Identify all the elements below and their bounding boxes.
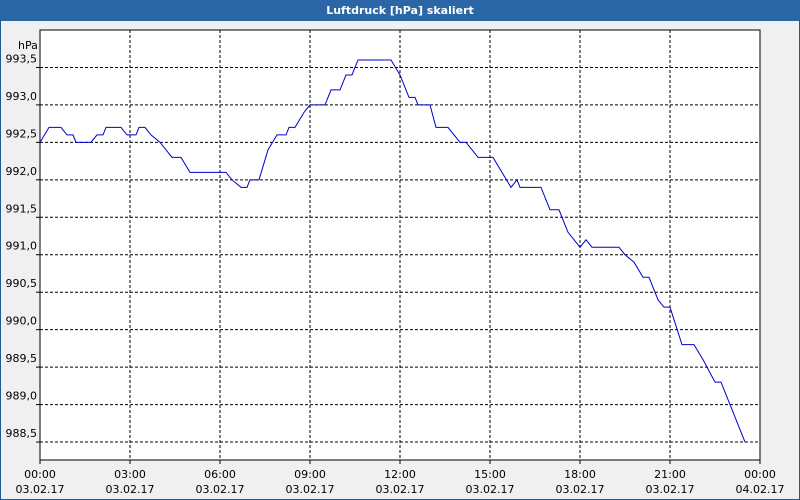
- x-tick-label: 15:00: [474, 468, 506, 481]
- x-tick-date: 04.02.17: [736, 483, 785, 496]
- y-tick-label: 991,5: [6, 202, 38, 215]
- x-tick-label: 00:00: [24, 468, 56, 481]
- y-tick-label: 993,5: [6, 52, 38, 65]
- x-tick-label: 00:00: [744, 468, 776, 481]
- x-tick-date: 03.02.17: [466, 483, 515, 496]
- x-tick-date: 03.02.17: [556, 483, 605, 496]
- x-tick-date: 03.02.17: [16, 483, 65, 496]
- x-tick-label: 09:00: [294, 468, 326, 481]
- y-tick-label: 992,5: [6, 127, 38, 140]
- y-tick-label: 990,0: [6, 315, 38, 328]
- x-tick-date: 03.02.17: [646, 483, 695, 496]
- x-tick-label: 06:00: [204, 468, 236, 481]
- y-tick-label: 989,5: [6, 352, 38, 365]
- x-tick-label: 18:00: [564, 468, 596, 481]
- x-tick-date: 03.02.17: [106, 483, 155, 496]
- x-tick-date: 03.02.17: [286, 483, 335, 496]
- y-tick-label: 990,5: [6, 277, 38, 290]
- x-tick-date: 03.02.17: [196, 483, 245, 496]
- chart-title: Luftdruck [hPa] skaliert: [326, 4, 474, 17]
- x-tick-label: 21:00: [654, 468, 686, 481]
- x-tick-date: 03.02.17: [376, 483, 425, 496]
- y-tick-label: 993,0: [6, 90, 38, 103]
- x-tick-label: 12:00: [384, 468, 416, 481]
- y-tick-label: 988,5: [6, 427, 38, 440]
- y-tick-label: 992,0: [6, 165, 38, 178]
- title-bar: [0, 0, 800, 21]
- y-tick-label: 989,0: [6, 390, 38, 403]
- data-line: [39, 59, 746, 443]
- y-unit: hPa: [18, 39, 38, 52]
- x-tick-label: 03:00: [114, 468, 146, 481]
- y-tick-label: 991,0: [6, 240, 38, 253]
